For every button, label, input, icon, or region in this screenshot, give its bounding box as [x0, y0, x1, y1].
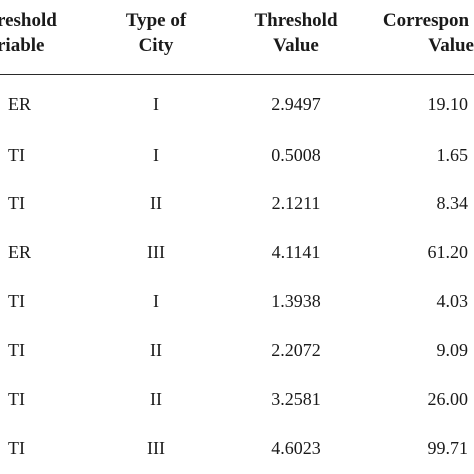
cell-city-type: II [150, 193, 162, 213]
cell-corresponding: 8.34 [436, 193, 469, 213]
cell-city-type: II [150, 389, 162, 409]
table-row: TI II 3.2581 26.00 [0, 386, 474, 436]
header-corresponding-value: Correspon Value [378, 8, 474, 58]
cell-city-type: I [153, 94, 159, 114]
header-threshold-variable: reshold riable [0, 8, 57, 58]
header-threshold-variable-line2: riable [0, 35, 45, 56]
table-row: TI I 1.3938 4.03 [0, 288, 474, 338]
cell-variable: TI [8, 438, 25, 458]
header-corresponding-value-line1: Correspon [382, 10, 470, 31]
cell-threshold: 4.1141 [271, 242, 321, 262]
cell-threshold: 1.3938 [271, 291, 321, 311]
header-threshold-variable-line1: reshold [0, 10, 57, 31]
header-type-of-city-line1: Type of [125, 10, 187, 31]
header-threshold-value: Threshold Value [240, 8, 352, 58]
table-row: ER I 2.9497 19.10 [0, 91, 474, 141]
header-type-of-city: Type of City [116, 8, 196, 58]
header-corresponding-value-line2: Value [428, 35, 474, 56]
cell-corresponding: 9.09 [436, 340, 469, 360]
header-type-of-city-line2: City [138, 35, 174, 56]
table-row: TI II 2.1211 8.34 [0, 190, 474, 240]
cell-city-type: III [147, 242, 165, 262]
cell-threshold: 2.1211 [271, 193, 321, 213]
cell-city-type: II [150, 340, 162, 360]
cell-corresponding: 99.71 [427, 438, 469, 458]
cell-corresponding: 19.10 [427, 94, 469, 114]
cell-city-type: III [147, 438, 165, 458]
cell-variable: TI [8, 291, 25, 311]
cell-variable: TI [8, 389, 25, 409]
table-row: ER III 4.1141 61.20 [0, 239, 474, 289]
cell-variable: TI [8, 340, 25, 360]
cell-variable: ER [8, 94, 32, 114]
cell-threshold: 3.2581 [271, 389, 321, 409]
header-divider [0, 74, 474, 75]
cell-variable: ER [8, 242, 32, 262]
cell-corresponding: 4.03 [436, 291, 469, 311]
header-threshold-value-line1: Threshold [254, 10, 338, 31]
cell-variable: TI [8, 193, 25, 213]
cell-threshold: 4.6023 [271, 438, 321, 458]
table-row: TI I 0.5008 1.65 [0, 142, 474, 192]
cell-city-type: I [153, 145, 159, 165]
cell-corresponding: 61.20 [427, 242, 469, 262]
cell-threshold: 0.5008 [271, 145, 321, 165]
cell-threshold: 2.9497 [271, 94, 321, 114]
cell-variable: TI [8, 145, 25, 165]
header-threshold-value-line2: Value [273, 35, 319, 56]
table-row: TI III 4.6023 99.71 [0, 435, 474, 474]
table-header: reshold riable Type of City Threshold Va… [0, 0, 474, 74]
cell-corresponding: 26.00 [427, 389, 469, 409]
table-row: TI II 2.2072 9.09 [0, 337, 474, 387]
cell-corresponding: 1.65 [436, 145, 469, 165]
cell-threshold: 2.2072 [271, 340, 321, 360]
cell-city-type: I [153, 291, 159, 311]
